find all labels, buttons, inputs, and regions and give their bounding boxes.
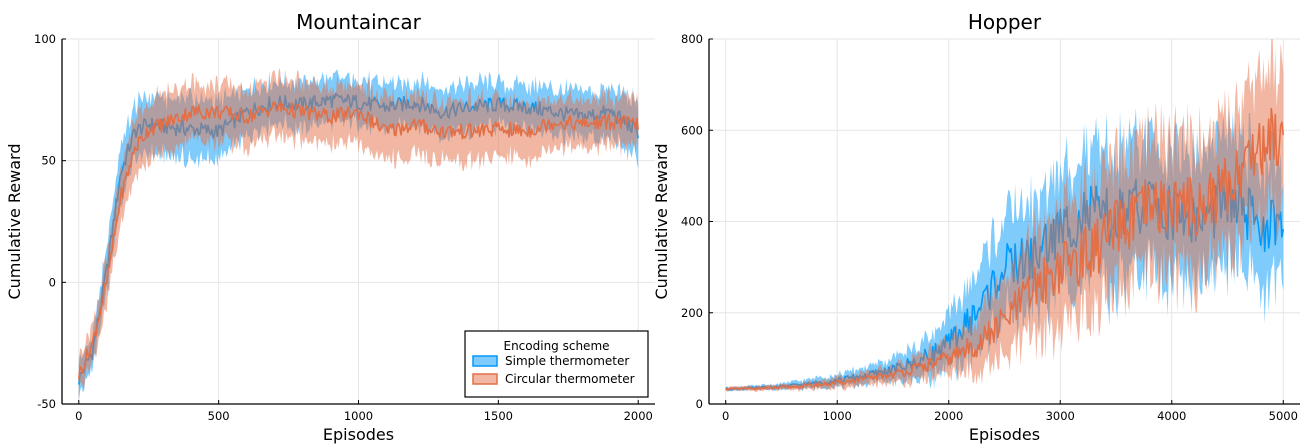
series-band-circular [78, 67, 639, 399]
series-line-circular [725, 107, 1285, 391]
x-axis-label: Episodes [969, 425, 1040, 444]
x-tick-label: 2000 [624, 409, 653, 423]
chart-title: Mountaincar [296, 10, 421, 34]
y-axis-label: Cumulative Reward [5, 144, 24, 300]
x-tick-label: 1000 [344, 409, 373, 423]
x-tick-label: 500 [208, 409, 230, 423]
x-tick-label: 1000 [823, 409, 852, 423]
y-tick-label: 100 [34, 32, 56, 46]
legend-entry-label: Circular thermometer [505, 372, 635, 386]
y-tick-label: 600 [681, 123, 703, 137]
series-line-circular [78, 100, 639, 380]
x-tick-label: 4000 [1157, 409, 1186, 423]
y-tick-label: 50 [41, 154, 56, 168]
x-tick-label: 1500 [484, 409, 513, 423]
legend-swatch [472, 355, 498, 367]
x-axis-label: Episodes [323, 425, 394, 444]
y-tick-label: 0 [696, 397, 703, 411]
x-tick-label: 5000 [1269, 409, 1298, 423]
series-band-circular [725, 39, 1284, 393]
x-tick-label: 0 [75, 409, 82, 423]
y-axis-label: Cumulative Reward [652, 144, 671, 300]
legend-title: Encoding scheme [503, 339, 609, 353]
y-tick-label: 800 [681, 32, 703, 46]
y-tick-label: -50 [37, 397, 56, 411]
chart-title: Hopper [968, 10, 1042, 34]
legend-entry-label: Simple thermometer [505, 354, 629, 368]
chart-panel-0: 0 500 1000 1500 2000 -50 0 50 100 Mountaincar Epis… [5, 10, 655, 444]
y-tick-label: 0 [49, 275, 56, 289]
series-band-simple [78, 69, 639, 402]
legend-swatch [472, 373, 498, 385]
x-tick-label: 0 [722, 409, 729, 423]
x-tick-label: 3000 [1046, 409, 1075, 423]
y-tick-label: 200 [681, 306, 703, 320]
chart-panel-1: 0 1000 2000 3000 4000 5000 0 200 400 600 800 Hopper… [652, 10, 1300, 444]
x-tick-label: 2000 [934, 409, 963, 423]
y-tick-label: 400 [681, 215, 703, 229]
